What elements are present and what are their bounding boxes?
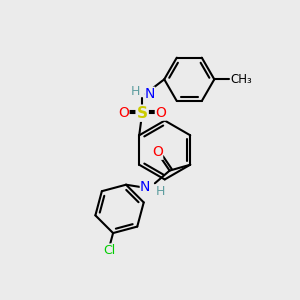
Text: N: N <box>145 87 155 101</box>
Text: O: O <box>155 106 166 120</box>
Text: H: H <box>155 185 165 198</box>
Text: Cl: Cl <box>103 244 116 257</box>
Text: O: O <box>118 106 129 120</box>
Text: N: N <box>140 180 151 194</box>
Text: H: H <box>131 85 140 98</box>
Text: O: O <box>152 146 163 159</box>
Text: S: S <box>137 106 148 121</box>
Text: CH₃: CH₃ <box>230 73 252 86</box>
